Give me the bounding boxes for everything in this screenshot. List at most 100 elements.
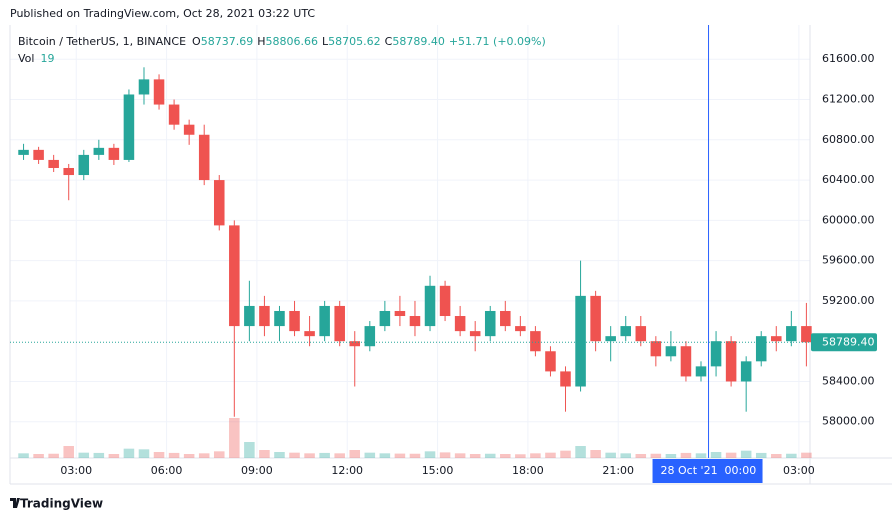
volume-bar <box>78 452 90 458</box>
volume-bar <box>379 453 391 458</box>
candle-body <box>18 149 29 155</box>
logo: TradingView <box>20 497 103 511</box>
volume-bar <box>183 454 195 458</box>
volume-bar <box>560 450 571 458</box>
candle-body <box>755 336 767 362</box>
candle-body <box>63 167 74 176</box>
candle-body <box>545 351 556 372</box>
volume-bar <box>213 451 225 458</box>
candle-body <box>680 346 692 377</box>
candle-body <box>620 326 632 337</box>
candle-body <box>108 147 120 160</box>
candle-body <box>183 124 195 135</box>
candle-body <box>560 371 571 387</box>
volume-bar <box>740 450 752 458</box>
candle-body <box>379 310 391 327</box>
x-tick-label: 03:00 <box>60 464 92 477</box>
ohlc-label: H <box>257 35 265 48</box>
volume-bar <box>530 453 541 458</box>
volume-bar <box>319 452 330 458</box>
volume-bar <box>801 452 812 458</box>
candle-body <box>48 159 59 168</box>
candle-body <box>710 341 722 367</box>
x-tick-label: 03:00 <box>783 464 815 477</box>
ohlc-value: 58789.40 <box>392 35 445 48</box>
volume-bar <box>786 453 797 458</box>
volume-bar <box>650 453 662 458</box>
candle-body <box>334 305 345 342</box>
candle-body <box>725 341 737 382</box>
candle-body <box>349 341 361 347</box>
ohlc-label: C <box>385 35 393 48</box>
candle-body <box>650 341 662 357</box>
symbol: Bitcoin / TetherUS, 1, BINANCE <box>18 35 186 48</box>
volume-bar <box>710 452 722 458</box>
candle-body <box>439 285 451 317</box>
crosshair-date: 28 Oct '21 <box>661 464 718 477</box>
volume-bar <box>48 453 59 458</box>
candle-body <box>304 331 315 337</box>
last-price-label: 58789.40 <box>822 335 875 348</box>
volume-bar <box>138 449 150 458</box>
volume-legend: Vol 19 <box>18 52 54 65</box>
candle-body <box>274 310 285 327</box>
x-tick-label: 12:00 <box>331 464 363 477</box>
volume-bar <box>590 450 601 458</box>
volume-bar <box>33 454 44 458</box>
change: +51.71 (+0.09%) <box>449 35 546 48</box>
candle-body <box>665 346 677 357</box>
y-tick-label: 59600.00 <box>822 254 875 267</box>
candle-body <box>740 361 752 382</box>
candle-body <box>635 326 647 342</box>
volume-bar <box>605 452 616 458</box>
candle-body <box>123 94 135 160</box>
candle-body <box>78 154 90 176</box>
candle-body <box>93 147 105 155</box>
volume-bar <box>18 453 29 458</box>
candle-body <box>409 316 421 327</box>
volume-bar <box>725 452 737 458</box>
volume-bar <box>454 453 466 458</box>
candle-body <box>364 326 376 347</box>
candle-body <box>771 336 782 342</box>
candle-body <box>515 326 526 332</box>
candle-body <box>575 295 586 387</box>
logo-icon <box>10 498 20 508</box>
volume-bar <box>259 450 270 458</box>
volume-bar <box>620 453 632 458</box>
candle-body <box>198 134 210 181</box>
volume-bar <box>304 453 315 458</box>
volume-bar <box>515 454 526 458</box>
volume-value: 19 <box>40 52 54 65</box>
volume-bar <box>108 454 120 458</box>
volume-bar <box>289 452 300 458</box>
volume-bar <box>695 453 707 458</box>
volume-bar <box>575 446 586 458</box>
volume-bar <box>771 454 782 458</box>
volume-bar <box>168 452 180 458</box>
y-tick-label: 61600.00 <box>822 52 875 65</box>
candle-body <box>786 326 797 342</box>
y-tick-label: 60800.00 <box>822 133 875 146</box>
candle-body <box>454 316 466 332</box>
volume-bar <box>244 442 255 458</box>
ohlc-value: 58705.62 <box>328 35 381 48</box>
volume-bar <box>680 452 692 458</box>
volume-bar <box>93 452 105 458</box>
x-tick-label: 21:00 <box>602 464 634 477</box>
volume-bar <box>424 451 436 458</box>
candle-body <box>500 310 511 327</box>
volume-bar <box>198 453 210 458</box>
legend: Bitcoin / TetherUS, 1, BINANCE O58737.69 H… <box>18 35 546 48</box>
candle-body <box>213 180 225 226</box>
candle-body <box>244 305 255 327</box>
y-tick-label: 58400.00 <box>822 374 875 387</box>
volume-bar <box>755 452 767 458</box>
y-tick-label: 60000.00 <box>822 213 875 226</box>
ohlc-label: L <box>322 35 329 48</box>
volume-bar <box>364 452 376 458</box>
candle-body <box>259 305 270 327</box>
volume-bar <box>545 452 556 458</box>
published: Published on TradingView.com, Oct 28, 20… <box>10 7 315 20</box>
